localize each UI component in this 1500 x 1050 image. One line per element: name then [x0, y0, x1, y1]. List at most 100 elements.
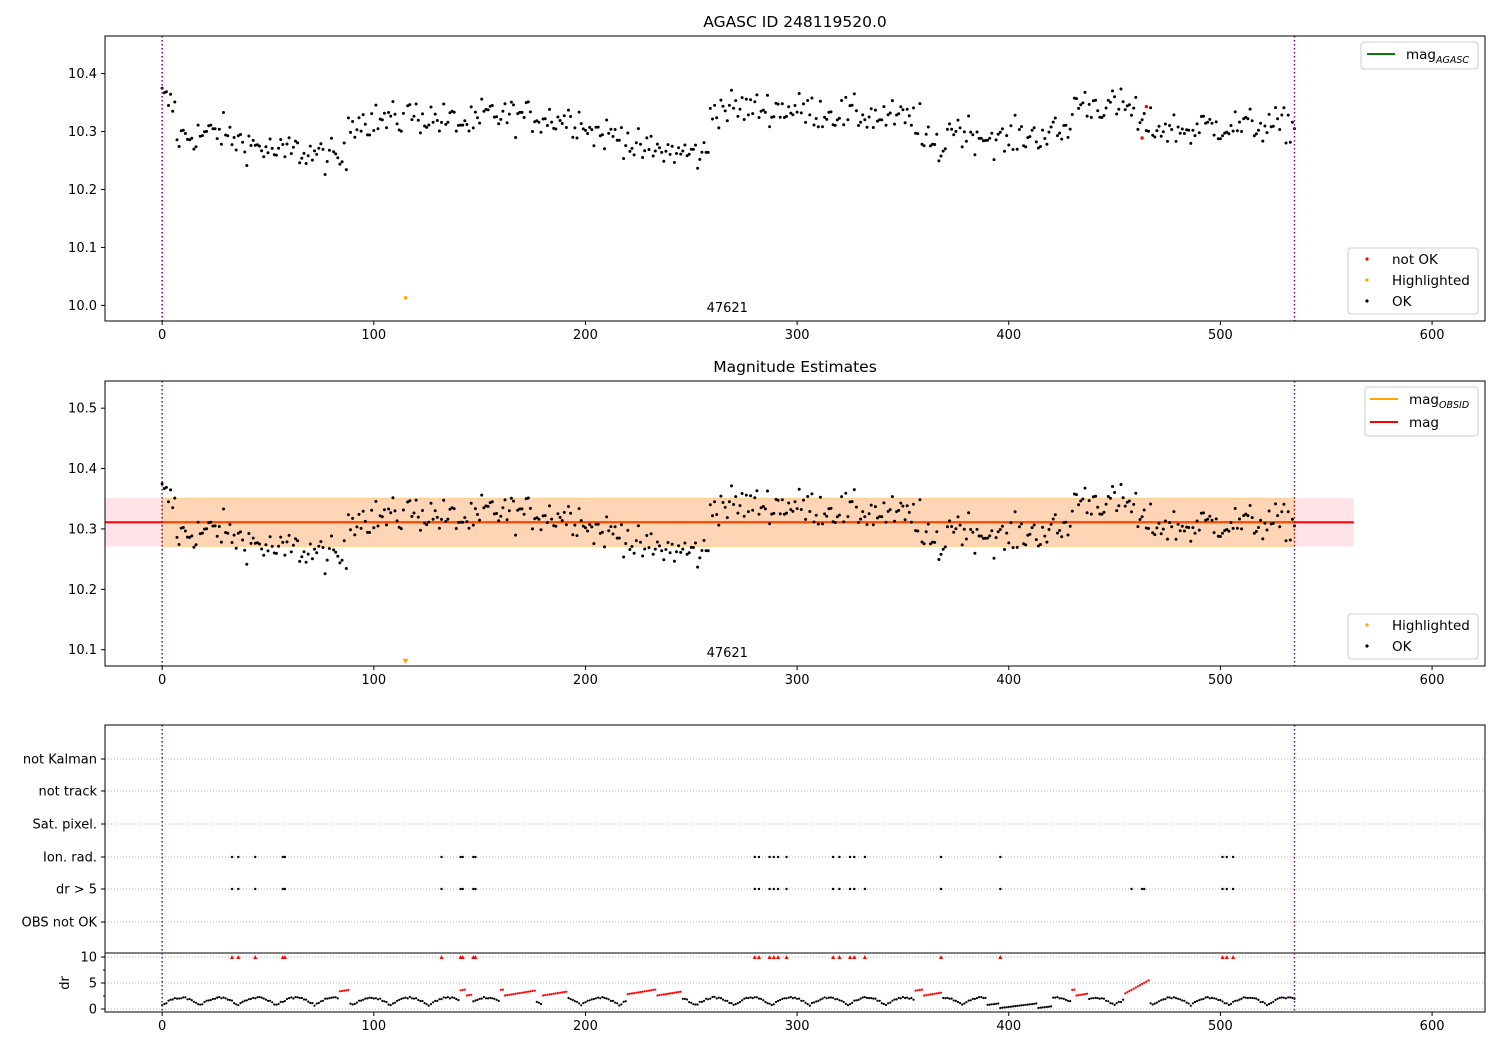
dr-point	[908, 997, 911, 1000]
ok-point	[545, 124, 549, 127]
ok-point	[649, 134, 653, 138]
ok-point	[1288, 538, 1292, 542]
dr-point	[493, 997, 496, 1000]
ok-point	[1024, 543, 1028, 547]
ok-point	[1113, 491, 1117, 494]
ok-point	[956, 118, 960, 122]
ok-point	[418, 131, 422, 135]
dr-point	[539, 1002, 543, 1006]
dr-point	[1217, 998, 1220, 1002]
ok-point	[890, 99, 894, 103]
dr-point	[1196, 1000, 1199, 1003]
dr-point	[446, 996, 449, 999]
ok-point	[239, 133, 242, 136]
ok-point	[736, 511, 740, 515]
ok-point	[1202, 114, 1205, 118]
ok-point	[412, 511, 416, 515]
dr-point-high	[523, 991, 526, 994]
dr-point	[770, 1004, 773, 1007]
dr-point	[425, 1003, 428, 1006]
dr-point-high	[1143, 981, 1146, 984]
ok-point	[979, 136, 983, 140]
ok-point	[1240, 130, 1244, 133]
ok-point	[924, 132, 928, 136]
ok-point	[694, 143, 697, 147]
dr-point	[230, 999, 234, 1002]
ok-point	[973, 551, 977, 555]
ok-point	[495, 512, 499, 515]
dr-point-high	[925, 994, 928, 997]
ok-point	[560, 519, 564, 522]
ok-point	[865, 523, 869, 526]
flag-points	[230, 855, 1235, 891]
ok-point	[380, 515, 384, 519]
dr-point	[239, 1002, 242, 1005]
ok-point	[1079, 103, 1083, 107]
ok-point	[943, 147, 947, 151]
dr-threshold-mark	[282, 955, 287, 959]
ok-point	[249, 541, 253, 545]
dr-threshold-mark	[757, 955, 762, 959]
ok-point	[698, 556, 702, 560]
ok-point	[556, 512, 560, 516]
dr-point	[1251, 996, 1254, 1000]
dr-point	[601, 996, 604, 999]
ok-point	[435, 119, 439, 122]
dr-point-high	[546, 993, 549, 996]
dr-point	[571, 998, 574, 1002]
dr-threshold-mark	[776, 955, 781, 959]
dr-point	[453, 996, 456, 1000]
ok-point	[922, 542, 926, 546]
ok-point	[670, 542, 674, 546]
ok-point	[1265, 528, 1269, 532]
plot-title-agasc: AGASC ID 248119520.0	[703, 13, 887, 31]
dr-point	[1198, 999, 1201, 1002]
ok-point	[569, 115, 573, 118]
ok-point	[330, 136, 333, 140]
dr-point	[961, 1003, 964, 1006]
ok-point	[304, 162, 308, 165]
legend-marker-ok-2	[1365, 644, 1369, 648]
dr-point	[379, 997, 382, 1000]
ok-point	[723, 505, 727, 509]
ok-point	[526, 496, 530, 500]
dr-point	[211, 997, 214, 1001]
ok-point	[482, 506, 486, 510]
dr-point	[370, 996, 373, 1000]
dr-point	[334, 996, 337, 999]
ok-point	[1229, 521, 1233, 525]
dr-point	[848, 1003, 852, 1006]
dr-point	[457, 999, 460, 1002]
ok-point	[349, 130, 352, 134]
ok-point	[653, 547, 657, 551]
dr-point-high	[516, 992, 519, 995]
dr-point-high	[550, 993, 553, 996]
dr-y-tick-label: 10	[80, 951, 97, 966]
ok-point	[423, 521, 427, 525]
dr-point	[821, 997, 824, 1000]
dr-point-high	[559, 991, 562, 994]
ok-point	[332, 150, 336, 154]
ok-point	[696, 166, 700, 170]
ok-point	[763, 507, 767, 511]
x-tick-label: 400	[996, 673, 1021, 688]
ok-point	[543, 117, 547, 121]
ok-point	[1056, 531, 1059, 535]
dr-point	[567, 996, 570, 1000]
dr-point-high	[1126, 991, 1129, 994]
ok-point	[806, 495, 810, 498]
dr-point-high	[1141, 982, 1144, 986]
dr-point-high	[510, 993, 513, 996]
ok-point	[711, 514, 714, 518]
ok-point	[1254, 132, 1258, 136]
dr-point	[188, 998, 191, 1001]
dr-threshold-mark	[848, 955, 853, 959]
dr-point	[173, 997, 176, 1000]
ok-point	[465, 520, 469, 524]
dr-point	[201, 1003, 204, 1006]
dr-point	[868, 997, 871, 1000]
ok-point	[401, 508, 405, 512]
dr-point	[1162, 998, 1165, 1001]
ok-point	[446, 120, 450, 124]
dr-point	[1153, 1002, 1156, 1005]
